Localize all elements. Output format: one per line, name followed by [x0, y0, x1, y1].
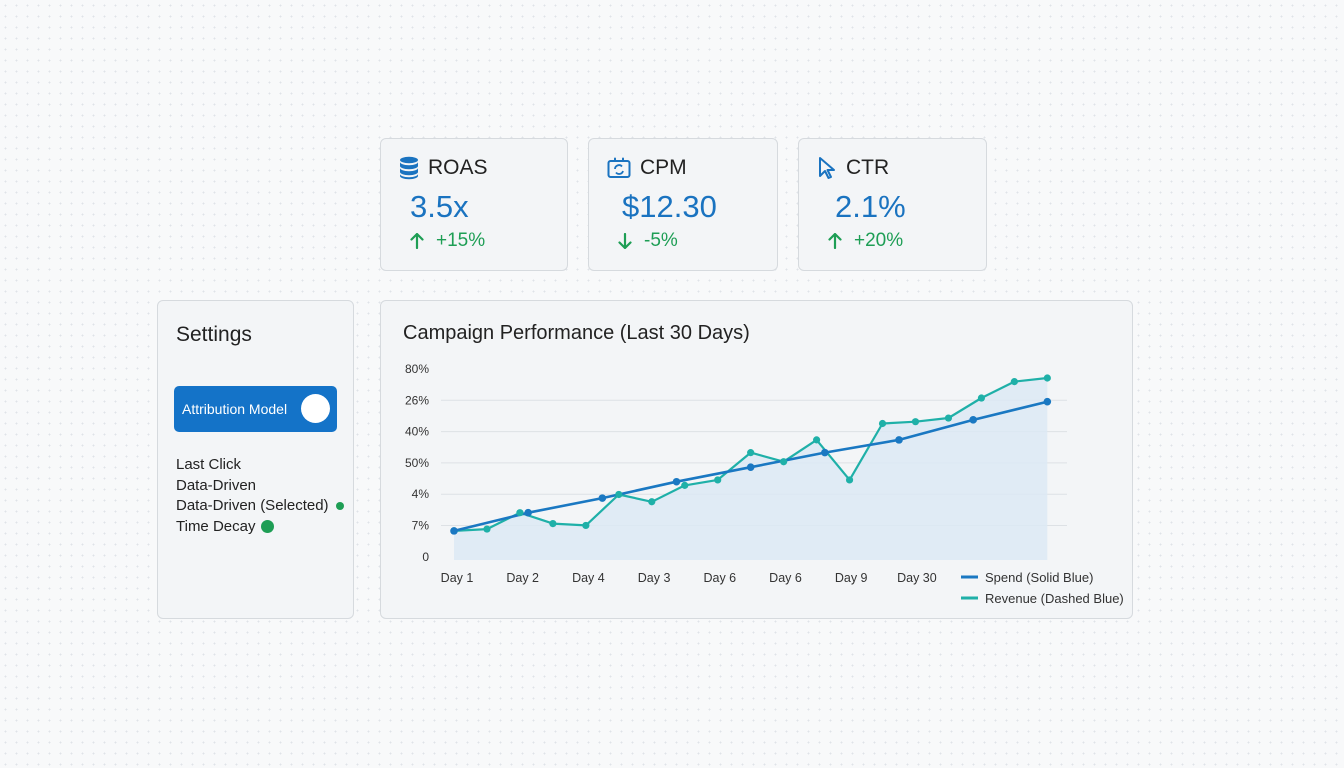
kpi-delta-value: +20%: [854, 230, 904, 251]
revenue-data-point: [845, 476, 854, 484]
model-option-label: Data-Driven (Selected): [176, 497, 329, 514]
model-option-data-driven-selected[interactable]: Data-Driven (Selected): [176, 496, 344, 517]
spend-data-point: [1043, 397, 1052, 406]
revenue-data-point: [549, 520, 557, 528]
revenue-data-point: [714, 476, 722, 484]
revenue-data-point: [1043, 374, 1051, 382]
kpi-delta: +20%: [828, 230, 903, 252]
revenue-data-point: [977, 394, 986, 402]
attribution-model-toggle[interactable]: Attribution Model: [174, 386, 337, 432]
monitor-refresh-icon: [607, 157, 631, 178]
kpi-delta: -5%: [618, 230, 678, 252]
kpi-card-cpm: CPM $12.30 -5%: [588, 138, 778, 271]
spend-data-point: [969, 416, 977, 424]
x-tick-label: Day 3: [638, 571, 671, 585]
y-tick-label: 4%: [412, 487, 430, 501]
revenue-data-point: [944, 414, 953, 422]
model-option-label: Time Decay: [176, 517, 256, 535]
kpi-delta-value: -5%: [644, 230, 678, 251]
revenue-data-point: [812, 436, 821, 444]
revenue-data-point: [911, 418, 920, 426]
kpi-title: ROAS: [428, 156, 488, 179]
database-icon: [400, 156, 418, 180]
revenue-data-point: [878, 419, 887, 428]
attribution-model-list: Last Click Data-Driven Data-Driven (Sele…: [176, 455, 344, 537]
arrow-up-icon: [828, 233, 842, 249]
x-tick-label: Day 6: [769, 571, 802, 585]
revenue-data-point: [516, 509, 524, 517]
kpi-title: CTR: [846, 156, 890, 179]
model-option-last-click[interactable]: Last Click: [176, 455, 344, 476]
selected-indicator-dot: [335, 502, 344, 511]
spend-data-point: [895, 436, 903, 444]
model-option-label: Data-Driven: [176, 476, 257, 494]
campaign-performance-chart: Campaign Performance (Last 30 Days) 80% 2…: [380, 300, 1133, 619]
revenue-data-point: [582, 521, 590, 530]
kpi-value: $12.30: [622, 189, 717, 224]
legend-label-spend: Spend (Solid Blue): [985, 570, 1093, 585]
x-tick-label: Day 1: [441, 571, 474, 585]
spend-data-point: [746, 463, 755, 471]
kpi-card-ctr: CTR 2.1% +20%: [798, 138, 987, 271]
legend-label-revenue: Revenue (Dashed Blue): [985, 591, 1124, 606]
chart-canvas: 80% 26% 40% 50% 4% 7% 0 Day 1 Day 2 Day 4 Day 3 Day…: [405, 362, 1124, 606]
settings-panel: Settings Attribution Model Last Click Da…: [157, 300, 354, 619]
kpi-delta-value: +15%: [436, 230, 486, 251]
arrow-up-icon: [410, 233, 424, 249]
model-option-time-decay[interactable]: Time Decay: [176, 517, 344, 538]
revenue-data-point: [648, 498, 656, 506]
y-tick-label: 0: [422, 550, 429, 564]
status-dot: [261, 520, 275, 534]
revenue-data-point: [483, 525, 491, 533]
toggle-knob[interactable]: [301, 394, 330, 423]
revenue-data-point: [780, 458, 788, 466]
x-tick-label: Day 2: [506, 571, 539, 585]
revenue-data-point: [1010, 378, 1018, 386]
kpi-title: CPM: [640, 156, 687, 179]
x-tick-label: Day 9: [835, 571, 868, 585]
y-tick-label: 26%: [405, 393, 429, 407]
revenue-data-point: [681, 481, 689, 489]
model-option-label: Last Click: [176, 456, 242, 473]
settings-title: Settings: [176, 323, 252, 346]
chart-title: Campaign Performance (Last 30 Days): [403, 322, 750, 344]
spend-data-point: [672, 477, 681, 486]
spend-data-point: [821, 448, 829, 457]
y-tick-label: 40%: [405, 425, 429, 439]
y-tick-label: 7%: [412, 519, 430, 533]
kpi-value: 2.1%: [835, 189, 906, 224]
revenue-data-point: [615, 490, 623, 499]
y-tick-label: 50%: [405, 456, 429, 470]
model-option-data-driven[interactable]: Data-Driven: [176, 476, 344, 497]
spend-data-point: [598, 494, 607, 502]
kpi-delta: +15%: [410, 230, 485, 252]
x-tick-label: Day 30: [897, 571, 937, 585]
x-tick-label: Day 4: [572, 571, 605, 585]
kpi-value: 3.5x: [410, 189, 469, 224]
spend-data-point: [524, 508, 532, 517]
revenue-data-point: [747, 449, 755, 457]
kpi-card-roas: ROAS 3.5x +15%: [380, 138, 568, 271]
spend-data-point: [450, 527, 458, 535]
y-tick-label: 80%: [405, 362, 429, 376]
cursor-icon: [819, 157, 835, 179]
x-tick-label: Day 6: [703, 571, 736, 585]
toggle-label: Attribution Model: [182, 401, 288, 417]
arrow-down-icon: [618, 233, 632, 249]
